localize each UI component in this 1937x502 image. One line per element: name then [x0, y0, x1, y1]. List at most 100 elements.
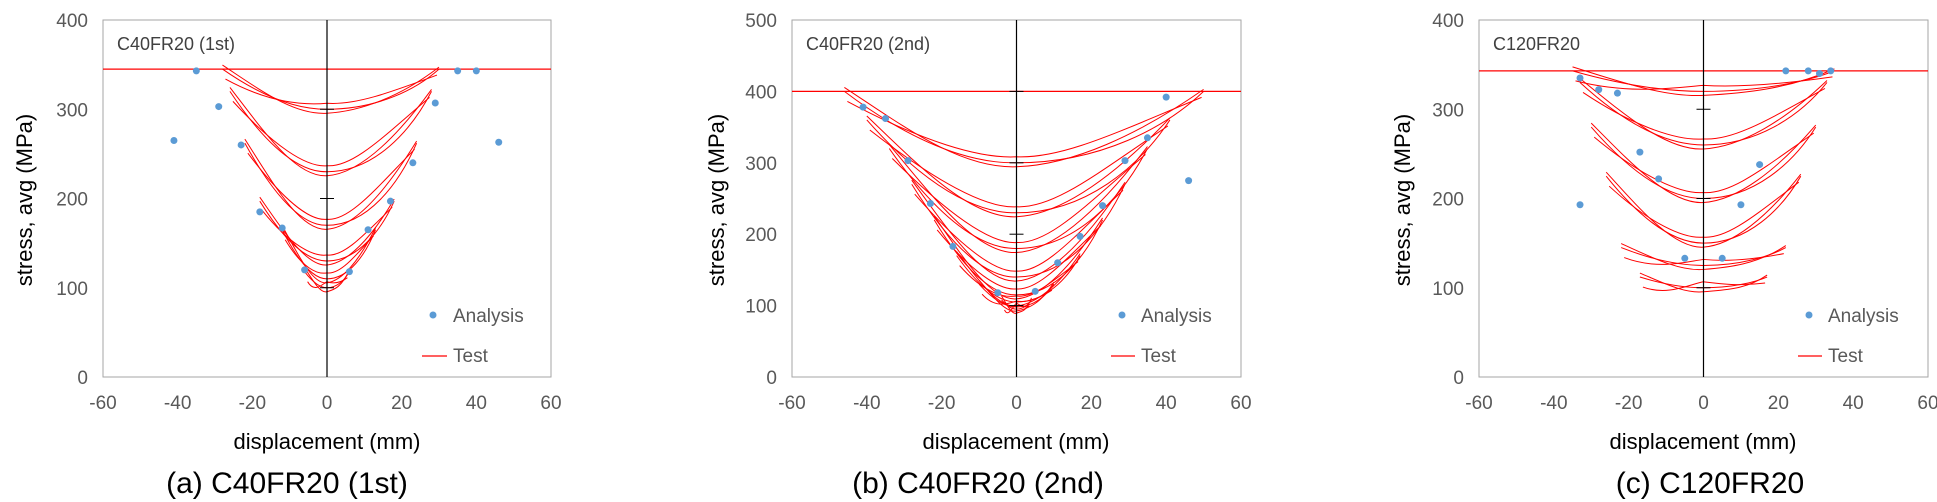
- y-tick-label: 300: [1432, 100, 1464, 121]
- y-axis-title: stress, avg (MPa): [704, 114, 729, 286]
- analysis-point: [859, 103, 867, 111]
- figure-caption: (b) C40FR20 (2nd): [852, 467, 1104, 500]
- x-tick-label: 0: [1698, 393, 1709, 414]
- analysis-point: [454, 67, 462, 75]
- analysis-point: [1815, 70, 1823, 78]
- analysis-point: [386, 197, 394, 205]
- analysis-point: [1576, 201, 1584, 209]
- y-tick-label: 100: [745, 297, 777, 318]
- y-tick-label: 0: [766, 368, 777, 389]
- analysis-point: [1076, 232, 1084, 240]
- legend: Analysis Test: [422, 306, 524, 367]
- analysis-point: [431, 99, 439, 107]
- legend-analysis-marker: [429, 311, 437, 319]
- x-tick-label: 40: [466, 393, 487, 414]
- analysis-point: [1655, 175, 1663, 183]
- analysis-point: [926, 199, 934, 207]
- y-tick-label: 500: [745, 11, 777, 32]
- analysis-point: [1054, 259, 1062, 267]
- y-tick-label: 300: [745, 154, 777, 175]
- analysis-point: [1681, 254, 1689, 262]
- legend-analysis-label: Analysis: [1828, 306, 1899, 327]
- legend-analysis-marker: [1118, 311, 1126, 319]
- analysis-point: [495, 138, 503, 146]
- analysis-point: [882, 115, 890, 123]
- x-tick-label: -20: [239, 393, 266, 414]
- x-tick-label: -60: [1465, 393, 1492, 414]
- x-tick-label: 60: [1230, 393, 1251, 414]
- analysis-point: [1099, 202, 1107, 210]
- analysis-point: [1827, 67, 1835, 75]
- y-tick-label: 400: [56, 11, 88, 32]
- analysis-point: [1613, 89, 1621, 97]
- chart-panel-b: C40FR20 (2nd) 0 100 200 300 400 500 -60 …: [704, 11, 1252, 500]
- x-tick-label: 40: [1156, 393, 1177, 414]
- analysis-point: [949, 242, 957, 250]
- analysis-point: [345, 268, 353, 276]
- x-tick-label: 60: [540, 393, 561, 414]
- analysis-point: [1143, 134, 1151, 142]
- analysis-point: [256, 208, 264, 216]
- analysis-point: [409, 159, 417, 167]
- x-tick-label: -60: [778, 393, 805, 414]
- analysis-point: [1031, 287, 1039, 295]
- x-tick-label: 0: [1011, 393, 1022, 414]
- legend: Analysis Test: [1111, 306, 1212, 367]
- x-axis-title: displacement (mm): [922, 429, 1109, 454]
- analysis-point: [1185, 177, 1193, 185]
- analysis-point: [472, 67, 480, 75]
- x-tick-label: 0: [322, 393, 333, 414]
- legend-analysis-label: Analysis: [1141, 306, 1212, 327]
- legend-test-label: Test: [1141, 346, 1177, 367]
- panel-title: C40FR20 (2nd): [806, 34, 930, 54]
- y-tick-label: 100: [1432, 279, 1464, 300]
- analysis-point: [364, 226, 372, 234]
- x-tick-label: 20: [1768, 393, 1789, 414]
- x-tick-label: -60: [89, 393, 116, 414]
- analysis-point: [1756, 161, 1764, 169]
- y-tick-label: 300: [56, 100, 88, 121]
- analysis-point: [1121, 157, 1129, 165]
- chart-panel-c: C120FR20 0 100 200 300 400 -60 -40 -20 0…: [1390, 11, 1937, 500]
- y-tick-label: 200: [56, 190, 88, 211]
- x-tick-label: -40: [1540, 393, 1567, 414]
- analysis-point: [237, 141, 245, 149]
- panel-title: C120FR20: [1493, 34, 1580, 54]
- y-tick-label: 200: [745, 225, 777, 246]
- analysis-point: [278, 224, 286, 232]
- x-tick-label: 20: [1081, 393, 1102, 414]
- analysis-point: [1162, 93, 1170, 101]
- analysis-point: [1804, 67, 1812, 75]
- y-axis-title: stress, avg (MPa): [12, 114, 37, 286]
- analysis-point: [170, 136, 178, 144]
- analysis-point: [1636, 148, 1644, 156]
- analysis-point: [1595, 86, 1603, 94]
- y-tick-label: 0: [77, 368, 88, 389]
- x-tick-label: 60: [1917, 393, 1937, 414]
- analysis-point: [192, 67, 200, 75]
- analysis-points: [859, 93, 1193, 297]
- y-tick-label: 200: [1432, 190, 1464, 211]
- analysis-point: [904, 157, 912, 165]
- x-tick-label: -20: [928, 393, 955, 414]
- analysis-point: [215, 103, 223, 111]
- figure-caption: (a) C40FR20 (1st): [166, 467, 408, 500]
- analysis-point: [1576, 74, 1584, 82]
- x-axis-title: displacement (mm): [233, 429, 420, 454]
- x-tick-label: -40: [164, 393, 191, 414]
- legend: Analysis Test: [1798, 306, 1899, 367]
- y-tick-label: 100: [56, 279, 88, 300]
- x-tick-label: -40: [853, 393, 880, 414]
- analysis-point: [1737, 201, 1745, 209]
- x-tick-label: -20: [1615, 393, 1642, 414]
- analysis-point: [301, 266, 309, 274]
- legend-analysis-label: Analysis: [453, 306, 524, 327]
- y-axis-title: stress, avg (MPa): [1390, 114, 1415, 286]
- y-tick-label: 400: [745, 82, 777, 103]
- analysis-point: [1718, 254, 1726, 262]
- analysis-points: [1576, 67, 1835, 262]
- analysis-points: [170, 67, 503, 276]
- legend-test-label: Test: [453, 346, 489, 367]
- x-tick-label: 40: [1843, 393, 1864, 414]
